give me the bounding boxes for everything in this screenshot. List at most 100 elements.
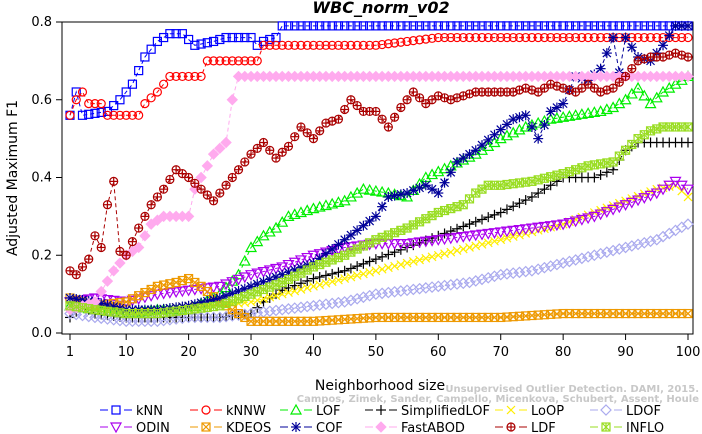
point-knnw [77, 87, 88, 97]
point-knn [452, 21, 462, 31]
point-simplifiedlof [595, 169, 606, 180]
point-knnw [258, 40, 269, 50]
point-simplifiedlof [501, 204, 512, 215]
point-knn [633, 21, 643, 31]
point-knnw [321, 40, 331, 50]
point-knn [127, 79, 138, 89]
point-odin [650, 188, 663, 200]
legend-label-knnw: kNNW [226, 404, 266, 419]
point-cof [433, 188, 444, 199]
x-tick-label: 80 [555, 345, 572, 360]
point-odin [538, 221, 551, 233]
watermark-line-1: Unsupervised Outlier Detection. DAMI, 20… [445, 384, 699, 395]
point-knn [283, 21, 294, 31]
point-inflo [446, 204, 456, 214]
point-knn [446, 21, 456, 31]
point-ldf [109, 176, 119, 186]
point-odin [451, 232, 464, 244]
point-knn [377, 21, 387, 31]
point-knn [439, 21, 450, 31]
point-ldf [333, 114, 344, 124]
point-cof [364, 216, 375, 227]
point-knnw [464, 32, 475, 43]
point-ldof [338, 296, 351, 308]
point-simplifiedlof [477, 214, 487, 225]
legend-label-odin: ODIN [136, 421, 170, 434]
legend: kNN kNNW LOF SimplifiedLOF LoOP LDOF ODIN KDEOS… [100, 403, 664, 434]
point-lof [588, 106, 601, 117]
point-odin [494, 227, 507, 239]
point-loop [433, 250, 443, 260]
point-ldf [346, 95, 356, 105]
point-knn [577, 21, 587, 31]
point-odin [288, 257, 301, 269]
point-knn [645, 21, 656, 31]
legend-marker-ldf [506, 422, 516, 432]
point-knnw [84, 99, 94, 109]
point-odin [213, 281, 226, 293]
legend-marker-knn [111, 405, 121, 415]
point-ldof [419, 282, 432, 294]
point-ldf [84, 254, 94, 264]
legend-label-simplifiedlof: SimplifiedLOF [401, 404, 490, 419]
point-knn [489, 21, 500, 31]
point-knn [121, 87, 131, 97]
point-lof [263, 225, 276, 237]
point-ldf [146, 200, 156, 210]
point-odin [475, 229, 489, 241]
point-odin [457, 231, 470, 243]
point-knnw [127, 110, 138, 120]
legend-item-kdeos: KDEOS [190, 421, 271, 434]
point-knn [602, 21, 612, 31]
point-knnw [109, 110, 119, 120]
point-lof [563, 110, 576, 121]
point-loop [365, 267, 375, 277]
point-ldf [121, 250, 131, 260]
x-tick-label: 40 [305, 345, 322, 360]
point-ldf [77, 262, 88, 272]
point-knnw [645, 32, 656, 43]
point-knnw [577, 32, 587, 43]
point-ldf [377, 114, 387, 124]
point-cof [683, 20, 693, 31]
point-ldof [519, 265, 532, 278]
point-knnw [302, 40, 312, 50]
point-knn [408, 21, 418, 31]
point-knnw [683, 32, 693, 43]
point-knn [396, 21, 406, 31]
point-odin [675, 180, 688, 192]
x-tick-label: 70 [492, 345, 509, 360]
legend-item-lof: LOF [280, 403, 341, 419]
point-ldof [363, 289, 376, 302]
point-knnw [402, 36, 412, 47]
point-ldof [600, 246, 613, 258]
point-simplifiedlof [358, 258, 369, 269]
legend-marker-odin [109, 422, 123, 434]
point-odin [226, 277, 239, 288]
point-odin [301, 252, 314, 264]
point-knnw [489, 32, 500, 43]
point-ldof [345, 294, 357, 307]
point-ldf [102, 200, 113, 210]
point-knnw [596, 32, 606, 43]
x-axis: 1 10 20 30 40 50 60 70 80 90 100 [66, 334, 700, 360]
point-knn [514, 21, 525, 31]
point-knn [321, 21, 331, 31]
point-knnw [333, 40, 344, 50]
point-knn [196, 39, 206, 49]
legend-marker-lof [289, 403, 303, 415]
point-fastabod [226, 94, 239, 106]
point-lof [351, 186, 364, 198]
point-ldof [632, 238, 644, 251]
point-ldof [625, 240, 638, 252]
point-odin [163, 287, 176, 299]
point-loop [358, 269, 368, 279]
legend-label-inflo: INFLO [626, 421, 664, 434]
point-ldof [394, 285, 407, 297]
point-lof [613, 97, 626, 109]
point-odin [232, 274, 245, 286]
legend-item-knnw: kNNW [190, 404, 266, 419]
x-tick-label: 20 [180, 345, 197, 360]
point-odin [388, 238, 401, 250]
point-ldof [245, 307, 257, 320]
